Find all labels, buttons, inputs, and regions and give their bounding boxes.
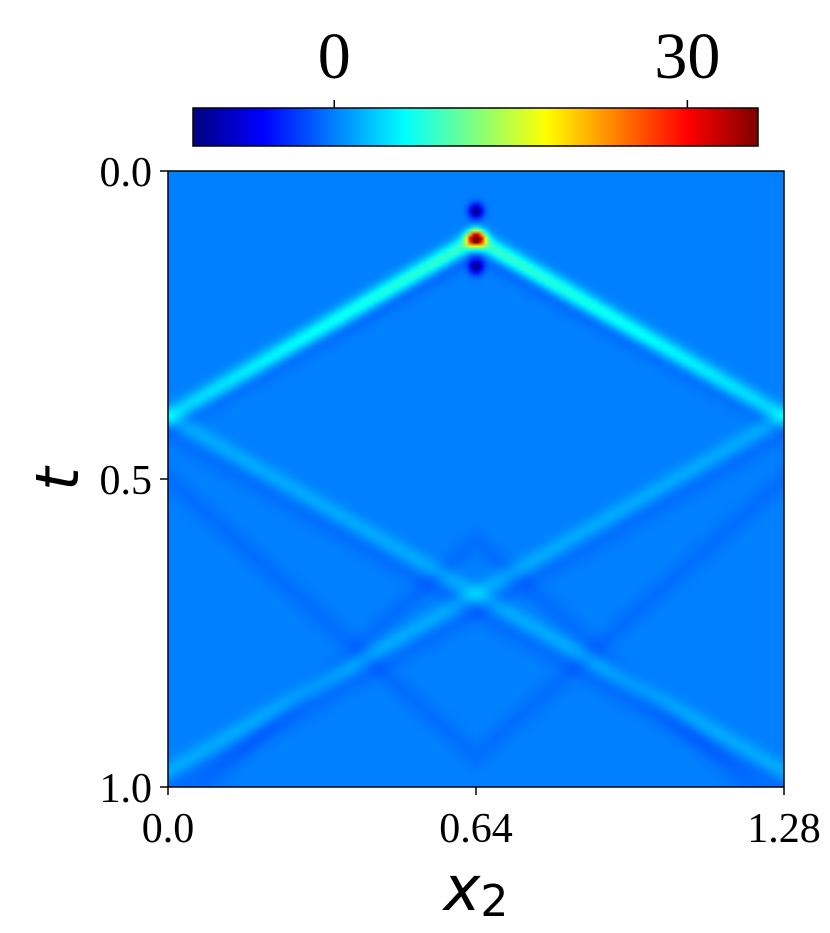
x-tick-label: 1.28 (747, 806, 821, 852)
heatmap-image (168, 171, 784, 787)
x-axis-label-subscript: 2 (480, 876, 508, 927)
plot-area (167, 170, 785, 788)
colorbar-gradient (192, 107, 759, 147)
y-axis: 0.0 0.5 1.0 t (23, 150, 168, 812)
x-axis-label: x2 (442, 852, 509, 927)
colorbar-tick-label: 30 (654, 20, 720, 93)
y-tick-label: 0.5 (100, 458, 153, 504)
x-tick-label: 0.64 (439, 806, 513, 852)
y-tick-label: 0.0 (100, 150, 153, 196)
colorbar: 0 30 (192, 20, 759, 147)
colorbar-tick-label: 0 (318, 20, 351, 93)
y-axis-label: t (23, 465, 93, 491)
x-tick-label: 0.0 (142, 806, 195, 852)
x-axis: 0.0 0.64 1.28 x2 (142, 787, 821, 927)
y-tick-label: 1.0 (100, 766, 153, 812)
x-axis-label-main: x (442, 852, 482, 925)
